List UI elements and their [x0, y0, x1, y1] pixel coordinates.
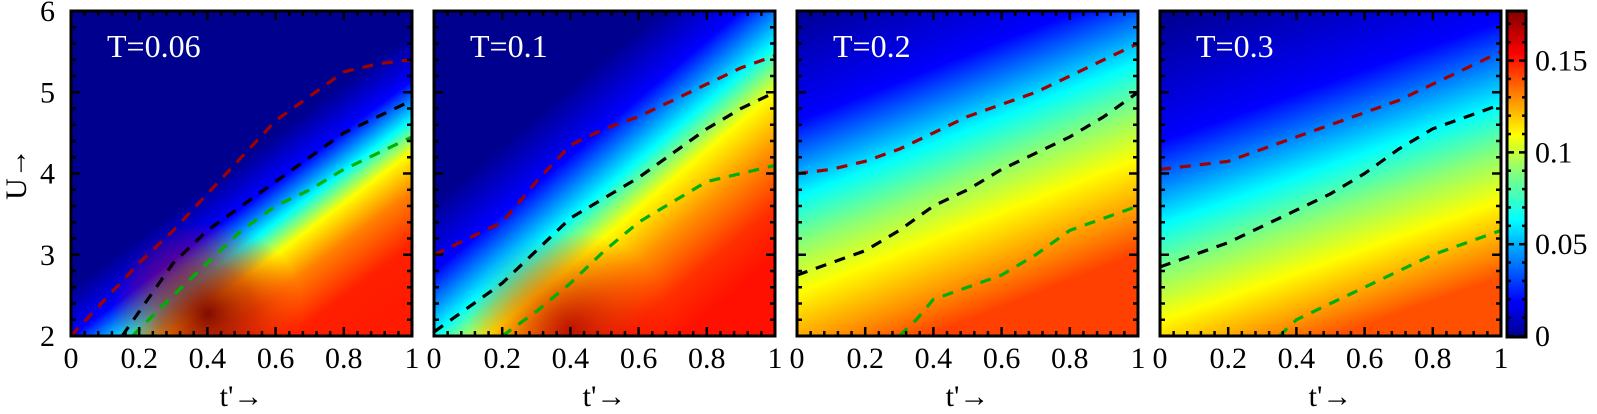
- x-axis-label: t'→: [583, 380, 627, 413]
- heatmap-field: [1160, 11, 1501, 336]
- x-tick-label: 0.6: [257, 342, 295, 375]
- panel-3: T=0.2 0 0.2 0.4 0.6 0.8 1 t'→: [790, 9, 1146, 413]
- x-tick-label: 0.8: [688, 342, 726, 375]
- panel-frame: [432, 9, 777, 338]
- colorbar-gradient: [1507, 11, 1526, 337]
- contour-upper: [71, 58, 412, 336]
- panel-frame: [795, 9, 1140, 338]
- contour-middle: [797, 90, 1138, 277]
- x-axis-label: t'→: [220, 380, 264, 413]
- colorbar-frame: [1505, 9, 1528, 339]
- x-tick-label: 0.6: [983, 342, 1021, 375]
- x-tick-label: 0: [64, 342, 79, 375]
- contour-middle: [434, 90, 775, 334]
- y-tick-labels: 2 3 4 5 6: [40, 0, 55, 353]
- contour-upper: [797, 42, 1138, 176]
- x-tick-label: 0.8: [1414, 342, 1452, 375]
- y-tick-label: 4: [40, 158, 55, 191]
- colorbar-tick-label: 0.05: [1535, 228, 1588, 261]
- contour-upper: [1160, 50, 1501, 171]
- x-tick-label: 0.6: [620, 342, 658, 375]
- x-tick-label: 0: [790, 342, 805, 375]
- x-tick-label: 0.4: [1278, 342, 1316, 375]
- x-tick-label: 0.6: [1346, 342, 1384, 375]
- x-tick-label: 1: [405, 342, 420, 375]
- panel-title: T=0.2: [833, 28, 911, 64]
- contour-middle: [120, 98, 412, 336]
- y-tick-label: 6: [40, 0, 55, 28]
- x-tick-label: 0.4: [915, 342, 953, 375]
- contour-lower: [1278, 228, 1501, 336]
- x-tick-label: 1: [1131, 342, 1146, 375]
- heatmap-hot-core: [71, 11, 412, 336]
- colorbar-tick-label: 0.15: [1535, 45, 1588, 78]
- contour-lower: [898, 204, 1138, 336]
- x-tick-label: 0.2: [846, 342, 884, 375]
- x-tick-label: 1: [768, 342, 783, 375]
- y-tick-label: 5: [40, 76, 55, 109]
- x-axis-label: t'→: [946, 380, 990, 413]
- panel-frame: [1158, 9, 1503, 338]
- panel-title: T=0.06: [107, 28, 201, 64]
- panel-frame: [69, 9, 414, 338]
- contour-upper: [434, 54, 775, 257]
- x-tick-label: 0.8: [1051, 342, 1089, 375]
- heatmap-field: [797, 11, 1138, 336]
- y-tick-label: 2: [40, 320, 55, 353]
- x-tick-label: 0: [1153, 342, 1168, 375]
- contour-middle: [1160, 102, 1501, 269]
- x-tick-label: 0.2: [483, 342, 521, 375]
- panel-title: T=0.1: [470, 28, 548, 64]
- colorbar-tick-label: 0: [1535, 320, 1550, 353]
- x-tick-label: 0.2: [120, 342, 158, 375]
- y-tick-label: 3: [40, 239, 55, 272]
- x-tick-label: 0.4: [552, 342, 590, 375]
- heatmap-panels: T=0.06 0 0.2 0.4 0.6 0.8 1 t'→ T=0.1 0 0.2 0.4 0.6 0.…: [64, 9, 1509, 413]
- panel-title: T=0.3: [1196, 28, 1274, 64]
- x-tick-label: 0.4: [189, 342, 227, 375]
- panel-2: T=0.1 0 0.2 0.4 0.6 0.8 1 t'→: [427, 9, 783, 413]
- x-axis-label: t'→: [1309, 380, 1353, 413]
- x-tick-label: 0.2: [1209, 342, 1247, 375]
- colorbar-tick-label: 0.1: [1535, 136, 1573, 169]
- y-axis-label: U→: [0, 148, 33, 200]
- x-tick-label: 1: [1494, 342, 1509, 375]
- panel-4: T=0.3 0 0.2 0.4 0.6 0.8 1 t'→: [1153, 9, 1509, 413]
- heatmap-hot-core: [434, 11, 775, 336]
- x-tick-label: 0.8: [325, 342, 363, 375]
- colorbar: 0 0.05 0.1 0.15: [1505, 9, 1588, 353]
- x-tick-label: 0: [427, 342, 442, 375]
- contour-lower: [501, 163, 775, 336]
- panel-1: T=0.06 0 0.2 0.4 0.6 0.8 1 t'→: [64, 9, 420, 413]
